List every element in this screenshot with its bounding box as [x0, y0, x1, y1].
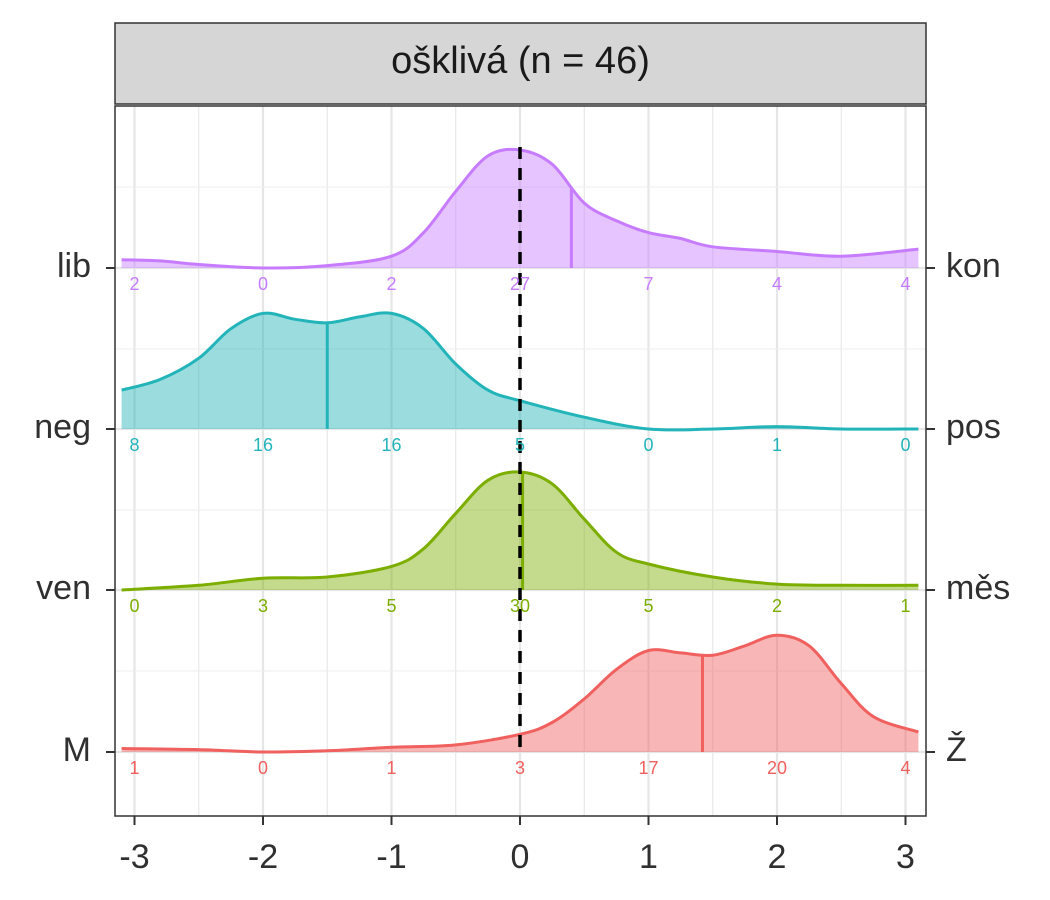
count-label: 1 — [772, 435, 782, 455]
axes: -3 -2 -1 0 1 2 3 lib kon neg pos ven měs M Ž — [34, 247, 1010, 876]
count-label: 27 — [510, 274, 530, 294]
x-tick-label: 3 — [896, 838, 915, 876]
density-curve — [121, 311, 919, 432]
count-label: 30 — [510, 596, 530, 616]
count-label: 3 — [258, 596, 268, 616]
count-label: 0 — [129, 596, 139, 616]
count-label: 4 — [900, 274, 910, 294]
y-left-label: M — [63, 731, 91, 769]
count-label: 2 — [772, 596, 782, 616]
count-label: 8 — [129, 435, 139, 455]
count-label: 16 — [381, 435, 401, 455]
count-label: 4 — [772, 274, 782, 294]
count-label: 16 — [253, 435, 273, 455]
density-curve — [121, 633, 919, 754]
density-area — [121, 635, 919, 753]
count-label: 3 — [515, 758, 525, 778]
y-right-label: kon — [946, 247, 1001, 285]
density-area — [121, 149, 919, 269]
strip-header: ošklivá (n = 46) — [114, 22, 927, 105]
count-label: 5 — [643, 596, 653, 616]
x-tick-label: 1 — [639, 838, 658, 876]
x-tick-label: -2 — [248, 838, 278, 876]
count-label: 5 — [386, 596, 396, 616]
count-label: 20 — [767, 758, 787, 778]
count-label: 0 — [643, 435, 653, 455]
count-label: 0 — [258, 274, 268, 294]
grid-lines — [115, 106, 926, 816]
count-label: 7 — [643, 274, 653, 294]
y-left-label: ven — [36, 569, 91, 607]
y-right-label: měs — [946, 569, 1010, 607]
y-right-label: pos — [946, 408, 1001, 446]
ridge-lib-kon — [121, 147, 919, 270]
y-left-label: neg — [34, 408, 91, 446]
strip-background — [114, 22, 927, 105]
count-label: 4 — [900, 758, 910, 778]
count-label: 1 — [386, 758, 396, 778]
ridge-M-Ž — [121, 633, 919, 754]
density-area — [121, 312, 919, 430]
x-tick-label: -3 — [119, 838, 149, 876]
count-label: 1 — [129, 758, 139, 778]
y-right-label: Ž — [946, 731, 967, 769]
count-label: 17 — [638, 758, 658, 778]
count-label: 1 — [900, 596, 910, 616]
x-tick-label: 2 — [768, 838, 787, 876]
count-label: 2 — [386, 274, 396, 294]
count-label: 5 — [515, 435, 525, 455]
chart-title: ošklivá (n = 46) — [391, 40, 650, 82]
y-left-label: lib — [57, 247, 91, 285]
count-label: 2 — [129, 274, 139, 294]
x-tick-label: 0 — [511, 838, 530, 876]
ridge-neg-pos — [121, 311, 919, 432]
count-label: 0 — [258, 758, 268, 778]
count-label: 0 — [900, 435, 910, 455]
count-labels: 2 0 2 27 7 4 48 16 16 5 0 1 00 3 5 30 5 2 11 0 1 3 17 20 4 — [129, 274, 910, 778]
x-tick-label: -1 — [376, 838, 406, 876]
